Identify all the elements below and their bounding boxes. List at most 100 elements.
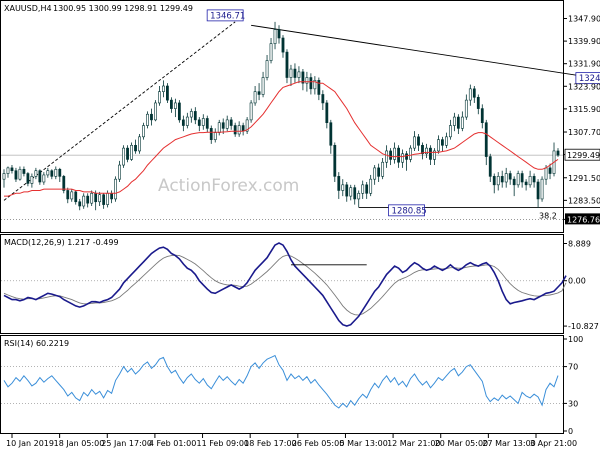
price-annotation-label: 1324.49 (579, 74, 600, 84)
candle-body (496, 176, 500, 186)
rsi-tick-label: 100 (568, 335, 583, 344)
candle-body (448, 125, 452, 138)
candle-body (309, 77, 313, 90)
candle-body (464, 99, 468, 118)
candle-body (273, 29, 277, 44)
candle-body (201, 118, 205, 126)
candle-body (158, 91, 161, 104)
time-tick-label: 3 Apr 21:00 (530, 439, 577, 448)
candle-body (237, 125, 241, 135)
candle-body (484, 122, 488, 157)
dashed-trendline (3, 21, 236, 201)
candle-body (345, 184, 349, 197)
candle-body (349, 187, 353, 197)
candle-body (401, 153, 404, 163)
candle-body (405, 153, 408, 160)
candle-body (130, 144, 133, 160)
candle-body (106, 192, 110, 205)
candle-body (269, 43, 273, 61)
price-tick-label: 1291.50 (568, 174, 600, 183)
candle-body (281, 37, 285, 53)
candle-body (213, 132, 217, 140)
time-tick-label: 11 Feb 09:00 (197, 439, 249, 448)
candle-body (6, 167, 10, 174)
candle-body (301, 71, 305, 84)
candle-body (98, 194, 102, 203)
candle-body (532, 176, 536, 183)
candle-body (277, 29, 281, 39)
candle-body (476, 96, 480, 109)
candle-body (528, 176, 532, 186)
candle-body (313, 80, 317, 90)
candle-body (46, 170, 50, 176)
candle-body (18, 168, 22, 180)
macd-panel-title: MACD(12,26,9) 1.217 -0.499 (4, 238, 119, 247)
candle-body (82, 195, 86, 207)
candle-body (177, 102, 181, 121)
price-tick-label: 1347.90 (568, 15, 600, 24)
candle-body (377, 167, 381, 177)
time-tick-label: 25 Jan 17:00 (101, 439, 152, 448)
candle-body (341, 184, 345, 191)
price-annotation-label: 1346.71 (210, 11, 245, 21)
candle-body (468, 88, 472, 101)
candle-body (321, 94, 325, 104)
price-tick-label: 1276.76 (567, 215, 600, 224)
ohlc-readout: 1300.95 1300.99 1298.91 1299.49 (53, 4, 193, 13)
watermark: ActionForex.com (158, 176, 299, 196)
candle-body (480, 108, 484, 124)
candle-body (66, 190, 70, 200)
price-annotation-box (206, 9, 244, 22)
candle-body (421, 144, 424, 155)
candle-body (548, 167, 552, 174)
candle-body (54, 168, 58, 177)
time-tick-label: 10 Jan 2019 (6, 439, 54, 448)
candle-body (508, 173, 512, 180)
time-tick-label: 26 Feb 05:00 (292, 439, 344, 448)
candle-body (536, 181, 540, 200)
candle-body (441, 139, 444, 146)
candle-body (389, 150, 393, 160)
macd-tick-label: 0.00 (568, 277, 586, 286)
candle-body (42, 174, 46, 183)
macd-layer (1, 242, 567, 327)
candle-body (50, 170, 54, 177)
candle-body (437, 139, 440, 152)
candle-body (221, 122, 225, 129)
candle-body (333, 144, 337, 177)
macd-tick-label: -10.827 (568, 322, 599, 331)
candle-body (504, 173, 508, 183)
candle-body (433, 150, 436, 160)
candle-body (181, 119, 185, 126)
candle-body (169, 99, 173, 109)
price-annotation-box (575, 72, 600, 85)
candle-body (229, 119, 233, 126)
time-tick-label: 5 Mar 13:00 (339, 439, 387, 448)
axis-layer: 1347.90 1339.90 1331.90 1323.90 1315.90 1307.… (6, 15, 600, 448)
candle-body (114, 178, 117, 200)
candle-body (233, 125, 237, 135)
candle-body (10, 167, 14, 172)
candle-body (524, 181, 528, 186)
candle-body (110, 192, 114, 200)
candle-body (245, 119, 249, 132)
price-panel-title: XAUUSD,H4 (4, 4, 52, 13)
candle-body (78, 201, 82, 207)
candle-body (86, 195, 90, 204)
candle-body (90, 192, 94, 204)
candle-body (512, 178, 516, 186)
rsi-panel-title: RSI(14) 60.2219 (4, 339, 69, 348)
candle-body (134, 144, 137, 152)
candle-body (516, 173, 520, 186)
candle-body (409, 147, 412, 160)
candle-body (520, 173, 524, 183)
fib-level-box (565, 213, 600, 225)
candle-body (544, 167, 548, 180)
macd-panel-frame (0, 234, 564, 334)
price-tick-label: 1315.90 (568, 105, 600, 114)
candle-body (325, 102, 329, 124)
candle-body (488, 156, 492, 177)
candle-body (173, 102, 177, 109)
candle-body (257, 91, 261, 95)
